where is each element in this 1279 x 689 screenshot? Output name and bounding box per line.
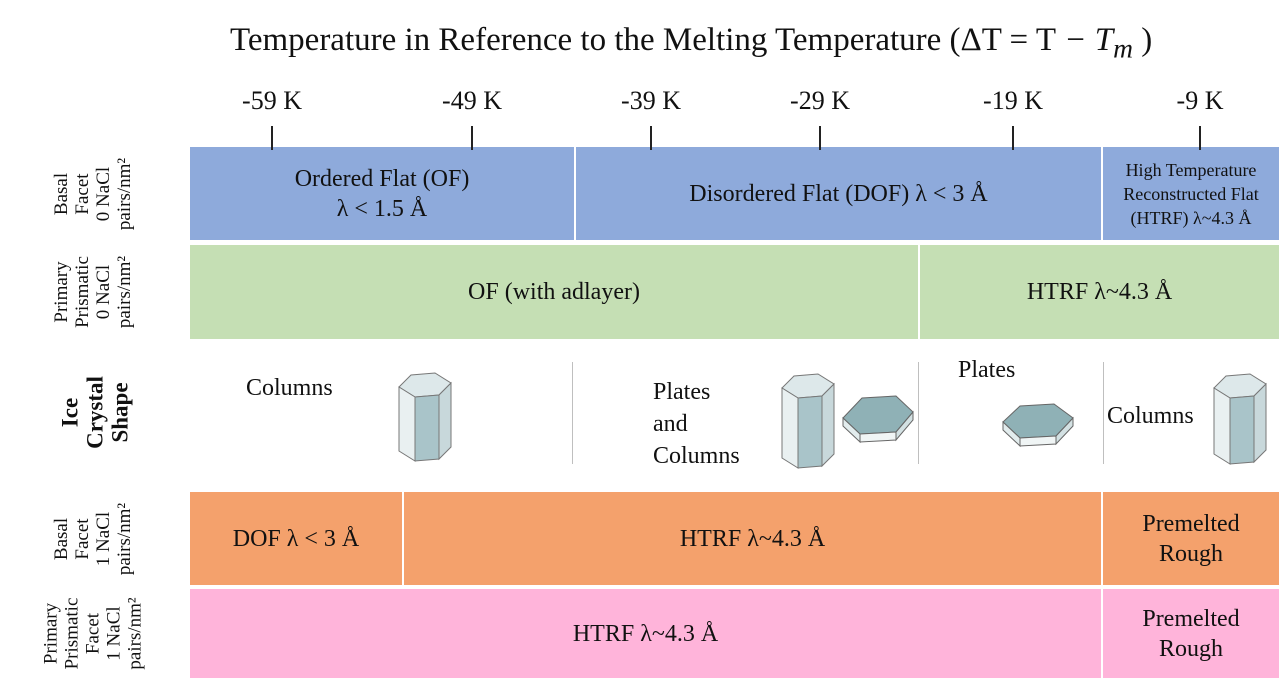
band-text: OF (with adlayer) — [468, 279, 640, 305]
band-prism0-of: OF (with adlayer) — [190, 245, 918, 339]
row-label-basal-1nacl: Basal Facet 1 NaCl pairs/nm² — [51, 489, 135, 589]
row-label-line: Prismatic — [61, 597, 83, 670]
title-mid: − T — [1055, 22, 1114, 58]
tick-mark — [819, 126, 821, 150]
band-text: (HTRF) λ~4.3 Å — [1130, 207, 1252, 228]
row-label-line: Facet — [72, 518, 93, 560]
row-label-line: pairs/nm² — [114, 157, 135, 231]
row-label-ice-crystal-shape: Ice Crystal Shape — [58, 363, 133, 463]
hexagonal-plate-icon — [842, 395, 914, 444]
row-label-line: Shape — [107, 382, 133, 443]
tick-label-19: -19 K — [983, 86, 1043, 115]
tick-label-29: -29 K — [790, 86, 850, 115]
band-text: Disordered Flat (DOF) λ < 3 Å — [689, 180, 988, 207]
row-label-line: pairs/nm² — [114, 502, 135, 576]
row-label-line: Primary — [40, 602, 62, 665]
shape-label-plates: Plates — [958, 357, 1016, 383]
row-label-line: Facet — [72, 173, 93, 215]
tick-label-59: -59 K — [242, 86, 302, 115]
band-basal0-of: Ordered Flat (OF) λ < 1.5 Å — [190, 147, 574, 240]
tick-mark — [1199, 126, 1201, 150]
band-text: Rough — [1158, 540, 1223, 567]
row-label-line: 0 NaCl — [93, 264, 114, 320]
row-label-prismatic-1nacl: Primary Prismatic Facet 1 NaCl pairs/nm² — [41, 579, 146, 689]
title-suffix: ) — [1132, 22, 1153, 58]
shape-text: Plates — [653, 379, 711, 405]
band-text: Premelted — [1142, 605, 1240, 632]
band-text: High Temperature — [1125, 159, 1257, 180]
row-label-line: pairs/nm² — [114, 255, 135, 329]
title-subscript: m — [1113, 32, 1133, 64]
band-text: DOF λ < 3 Å — [232, 525, 360, 552]
band-basal0-htrf: High Temperature Reconstructed Flat (HTRF)… — [1103, 147, 1279, 240]
row-label-line: pairs/nm² — [124, 597, 146, 670]
hexagonal-column-icon — [781, 373, 835, 469]
row-label-prismatic-0nacl: Primary Prismatic 0 NaCl pairs/nm² — [51, 237, 135, 347]
band-text: Ordered Flat (OF) — [294, 165, 470, 192]
band-text: HTRF λ~4.3 Å — [1026, 279, 1173, 305]
band-text: Rough — [1158, 635, 1223, 662]
hexagonal-column-icon — [398, 372, 452, 462]
band-text: Premelted — [1142, 510, 1240, 537]
row-label-line: 1 NaCl — [93, 511, 114, 567]
shape-divider — [1103, 362, 1104, 464]
shape-label-columns-right: Columns — [1107, 403, 1194, 429]
row-label-line: Basal — [51, 172, 72, 216]
row-label-line: Ice — [57, 397, 83, 428]
band-prism1-premelted: Premelted Rough — [1103, 589, 1279, 678]
band-basal0-dof: Disordered Flat (DOF) λ < 3 Å — [576, 147, 1101, 240]
row-label-line: Crystal — [82, 376, 108, 449]
band-text: HTRF λ~4.3 Å — [572, 620, 719, 647]
band-text: λ < 1.5 Å — [336, 195, 428, 222]
shape-divider — [918, 362, 919, 464]
row-label-line: 1 NaCl — [103, 606, 125, 661]
hexagonal-plate-icon — [1002, 403, 1074, 448]
band-prism1-htrf: HTRF λ~4.3 Å — [190, 589, 1101, 678]
band-basal1-premelted: Premelted Rough — [1103, 492, 1279, 585]
tick-mark — [271, 126, 273, 150]
row-label-line: 0 NaCl — [93, 166, 114, 222]
tick-label-39: -39 K — [621, 86, 681, 115]
tick-label-9: -9 K — [1176, 86, 1224, 115]
row-label-line: Primary — [51, 261, 72, 323]
band-basal1-htrf: HTRF λ~4.3 Å — [404, 492, 1101, 585]
band-text: Reconstructed Flat — [1123, 183, 1259, 204]
shape-text: Columns — [653, 443, 740, 469]
tick-mark — [1012, 126, 1014, 150]
shape-text: and — [653, 411, 688, 437]
band-basal1-dof: DOF λ < 3 Å — [190, 492, 402, 585]
row-label-line: Prismatic — [72, 256, 93, 328]
row-label-basal-0nacl: Basal Facet 0 NaCl pairs/nm² — [51, 144, 135, 244]
title-prefix: Temperature in Reference to the Melting … — [230, 22, 1056, 58]
shape-label-columns: Columns — [246, 375, 333, 401]
shape-label-plates-columns: Plates and Columns — [653, 376, 740, 472]
row-label-line: Basal — [51, 517, 72, 561]
row-label-line: Facet — [82, 612, 104, 655]
diagram-title: Temperature in Reference to the Melting … — [230, 22, 1152, 65]
tick-label-49: -49 K — [442, 86, 502, 115]
band-prism0-htrf: HTRF λ~4.3 Å — [920, 245, 1279, 339]
tick-mark — [650, 126, 652, 150]
tick-mark — [471, 126, 473, 150]
band-text: HTRF λ~4.3 Å — [679, 525, 826, 552]
shape-divider — [572, 362, 573, 464]
hexagonal-column-icon — [1213, 373, 1267, 465]
